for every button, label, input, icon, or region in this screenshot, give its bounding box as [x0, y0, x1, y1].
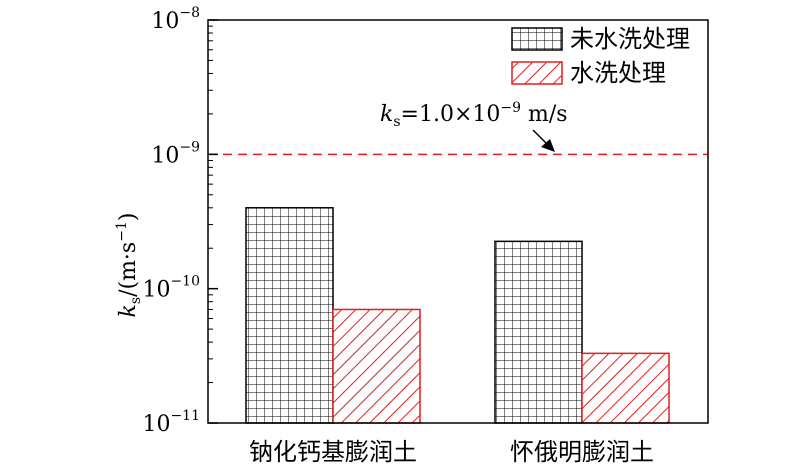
reference-annotation: ks=1.0×10−9 m/s: [380, 100, 568, 130]
bar-washed-2: [581, 352, 670, 424]
x-tick-label: 钠化钙基膨润土: [249, 438, 417, 466]
x-tick-labels: 钠化钙基膨润土 怀俄明膨润土: [249, 438, 654, 466]
bar-washed-1: [332, 308, 421, 424]
legend-swatch: [511, 27, 563, 51]
y-tick-label: 10−11: [142, 408, 200, 437]
bar-unwashed-2: [494, 240, 583, 424]
y-ticks: 10−11 10−10 10−9 10−8: [142, 5, 218, 437]
bars-layer: [245, 207, 670, 424]
y-axis-label: ks/(m·s−1): [114, 213, 144, 318]
y-tick-label: 10−8: [151, 5, 200, 34]
plot-frame: [207, 19, 709, 424]
legend-label: 水洗处理: [570, 59, 666, 87]
bar-unwashed-1: [245, 207, 334, 424]
y-tick-label: 10−10: [142, 274, 200, 303]
y-tick-label: 10−9: [151, 139, 200, 168]
annotation-arrow: [532, 129, 555, 152]
legend-swatch: [511, 61, 563, 85]
x-tick-label: 怀俄明膨润土: [510, 438, 654, 466]
legend-label: 未水洗处理: [570, 25, 690, 53]
